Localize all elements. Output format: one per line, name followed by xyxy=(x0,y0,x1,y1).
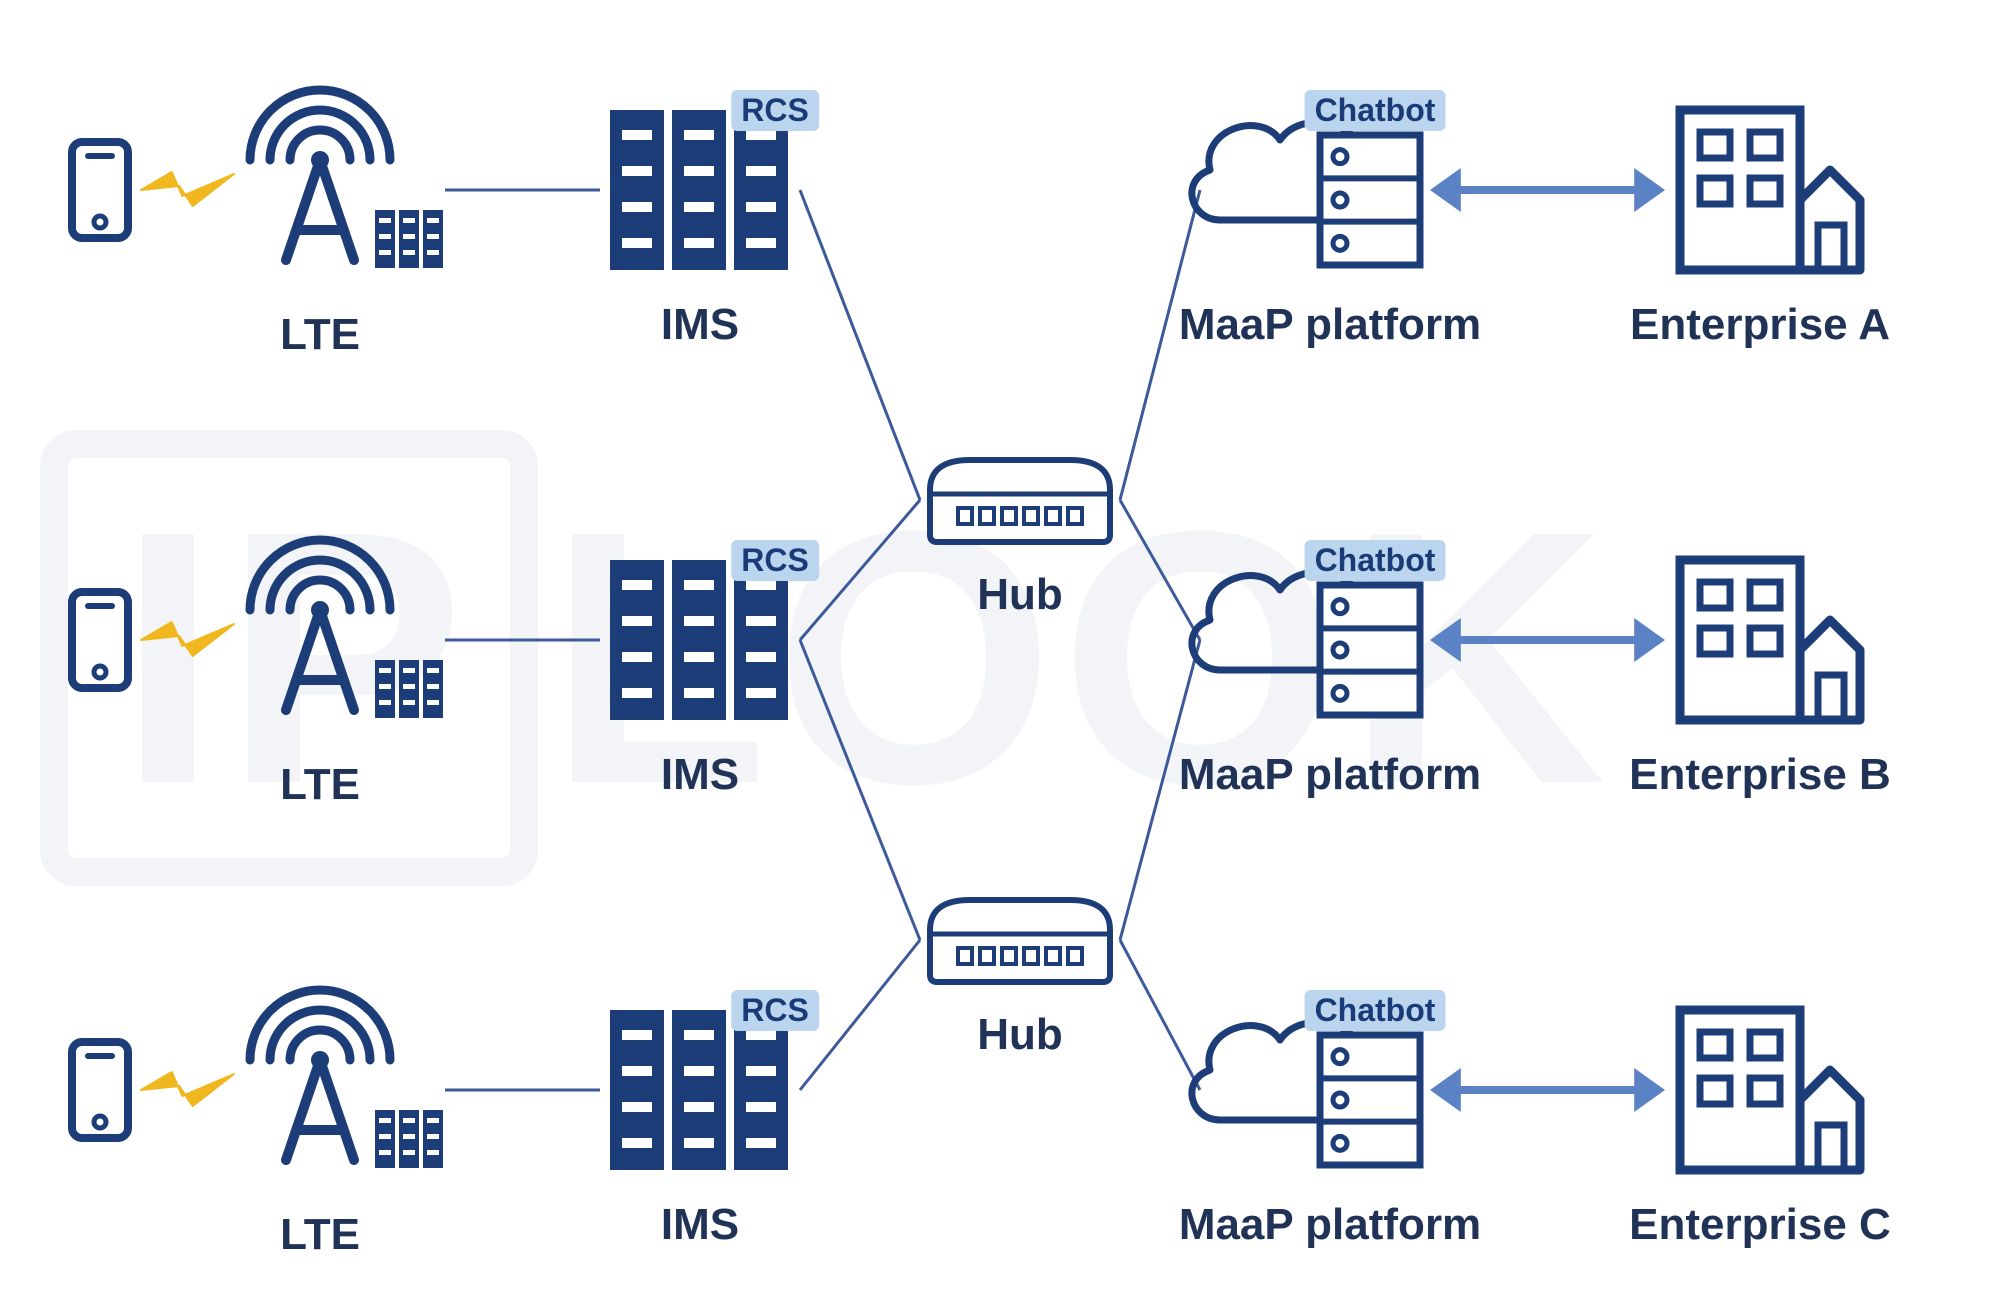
maap-icon xyxy=(1192,122,1420,265)
bolt-icon xyxy=(141,622,234,656)
link xyxy=(1120,940,1200,1090)
link xyxy=(1120,500,1200,640)
enterprise-label: Enterprise B xyxy=(1629,750,1891,800)
maap-label: MaaP platform xyxy=(1179,1200,1481,1250)
maap-badge: Chatbot xyxy=(1305,990,1446,1031)
phone-icon xyxy=(72,1042,128,1138)
lte-label: LTE xyxy=(280,760,360,810)
maap-label: MaaP platform xyxy=(1179,750,1481,800)
hub-label: Hub xyxy=(977,1010,1063,1060)
hub-label: Hub xyxy=(977,570,1063,620)
maap-label: MaaP platform xyxy=(1179,300,1481,350)
ims-badge: RCS xyxy=(731,540,819,581)
enterprise-label: Enterprise C xyxy=(1629,1200,1891,1250)
maap-badge: Chatbot xyxy=(1305,540,1446,581)
lte-icon xyxy=(250,990,443,1168)
lte-icon xyxy=(250,540,443,718)
lightning-bolts xyxy=(141,172,234,1106)
phone-icon xyxy=(72,142,128,238)
ims-icon xyxy=(610,560,788,720)
ims-label: IMS xyxy=(661,1200,739,1250)
link xyxy=(800,640,920,940)
lte-icon xyxy=(250,90,443,268)
enterprise-icon xyxy=(1680,560,1860,720)
hub-icon xyxy=(930,900,1110,982)
nodes xyxy=(72,90,1860,1170)
ims-icon xyxy=(610,110,788,270)
lte-label: LTE xyxy=(280,1210,360,1260)
maap-icon xyxy=(1192,572,1420,715)
bolt-icon xyxy=(141,1072,234,1106)
phone-icon xyxy=(72,592,128,688)
hub-icon xyxy=(930,460,1110,542)
maap-badge: Chatbot xyxy=(1305,90,1446,131)
ims-badge: RCS xyxy=(731,990,819,1031)
link xyxy=(800,190,920,500)
maap-icon xyxy=(1192,1022,1420,1165)
lte-label: LTE xyxy=(280,310,360,360)
enterprise-label: Enterprise A xyxy=(1630,300,1890,350)
ims-label: IMS xyxy=(661,300,739,350)
ims-icon xyxy=(610,1010,788,1170)
network-diagram xyxy=(0,0,2000,1303)
enterprise-icon xyxy=(1680,110,1860,270)
enterprise-icon xyxy=(1680,1010,1860,1170)
ims-badge: RCS xyxy=(731,90,819,131)
ims-label: IMS xyxy=(661,750,739,800)
bolt-icon xyxy=(141,172,234,206)
